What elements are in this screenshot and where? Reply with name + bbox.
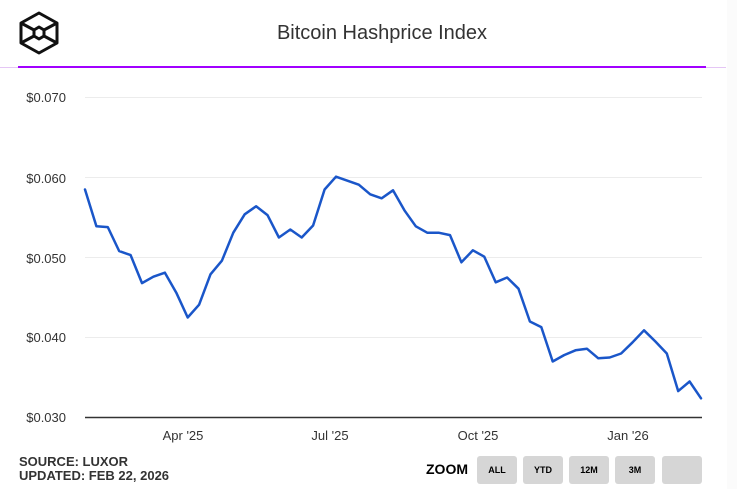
zoom-12m-button[interactable]: 12M	[569, 456, 609, 484]
source-text: SOURCE: LUXOR	[19, 454, 129, 469]
x-tick-label: Apr '25	[162, 428, 204, 443]
title-divider-fade-right	[706, 67, 726, 68]
y-tick-label: $0.060	[26, 171, 66, 186]
y-tick-label: $0.050	[26, 251, 66, 266]
title-divider-fade-left	[0, 67, 18, 68]
title-divider	[18, 66, 706, 68]
x-tick-label: Oct '25	[457, 428, 499, 443]
y-tick-label: $0.070	[26, 90, 66, 105]
x-tick-label: Jan '26	[607, 428, 649, 443]
zoom-3m-button[interactable]: 3M	[615, 456, 655, 484]
source-credit: SOURCE: LUXOR UPDATED: FEB 22, 2026	[19, 455, 169, 483]
chart-title: Bitcoin Hashprice Index	[276, 22, 488, 44]
hexagon-cube-logo-icon	[19, 11, 59, 55]
updated-text: UPDATED: FEB 22, 2026	[19, 468, 170, 483]
y-tick-label: $0.040	[26, 330, 66, 345]
x-tick-label: Jul '25	[311, 428, 349, 443]
right-edge-shade	[727, 0, 737, 489]
zoom-blank-button[interactable]	[662, 456, 702, 484]
y-tick-label: $0.030	[26, 410, 66, 425]
zoom-ytd-button[interactable]: YTD	[523, 456, 563, 484]
hashprice-series-line	[83, 175, 703, 400]
zoom-all-button[interactable]: ALL	[477, 456, 517, 484]
gridlines	[85, 97, 702, 338]
zoom-label: ZOOM	[426, 461, 468, 477]
